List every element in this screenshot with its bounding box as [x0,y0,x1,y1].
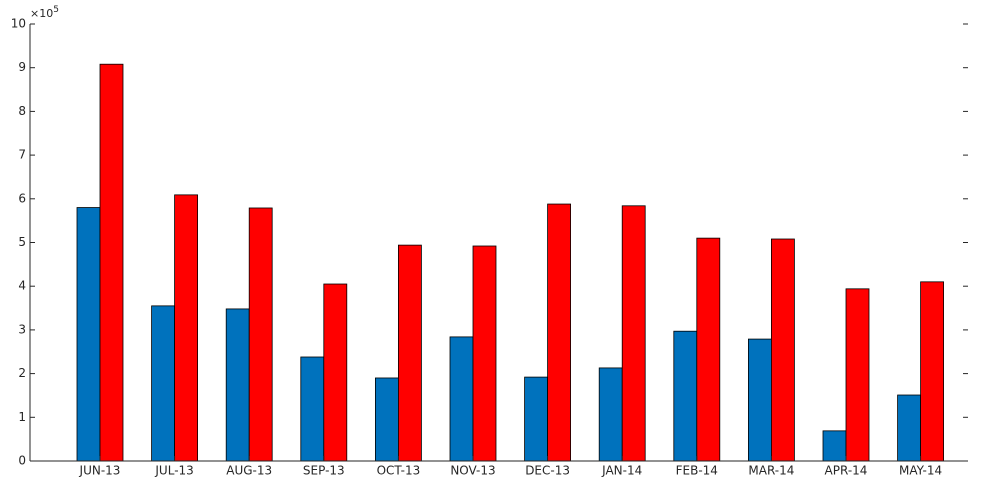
bar [323,283,348,462]
y-tick-label: 4 [18,279,26,293]
x-tick-label: AUG-13 [226,464,272,478]
multiplier-exponent: 5 [53,5,59,15]
y-tick-label: 10 [11,17,26,31]
bar [771,238,795,462]
bar [472,245,497,462]
bar [225,308,250,462]
multiplier-base: ×10 [30,7,53,20]
y-tick-label: 1 [18,410,26,424]
y-multiplier: ×105 [30,5,59,21]
y-tick-label: 8 [18,104,26,118]
bar [174,194,199,462]
y-tick-label: 7 [18,148,26,162]
x-tick-label: MAY-14 [899,464,942,478]
x-tick-label: OCT-13 [377,464,421,478]
y-tick-label: 2 [18,366,26,380]
x-tick-label: NOV-13 [450,464,495,478]
bar [547,203,571,462]
y-tick-label: 6 [18,191,26,205]
bar [99,63,124,462]
bar [248,207,273,462]
x-tick-label: JAN-14 [601,464,642,478]
bar [300,356,325,462]
y-tick-label: 3 [18,322,26,336]
y-tick-label: 0 [18,454,26,468]
x-tick-label: DEC-13 [525,464,570,478]
bar [151,305,176,462]
bar [524,376,548,462]
bar [748,338,772,462]
bar [397,244,422,462]
x-tick-label: JUN-13 [79,464,121,478]
bar [673,330,698,462]
x-tick-label: SEP-13 [303,464,345,478]
bar [621,205,646,462]
bar [76,207,101,462]
bar [822,430,847,462]
y-tick-label: 5 [18,235,26,249]
bar [845,288,870,462]
x-tick-label: FEB-14 [676,464,718,478]
bar [449,336,474,462]
x-tick-label: JUL-13 [154,464,193,478]
bar [920,281,944,462]
x-tick-label: MAR-14 [748,464,794,478]
bar [374,377,399,462]
bar [598,367,623,462]
y-tick-label: 9 [18,60,26,74]
bar [897,394,921,462]
bar [696,237,721,462]
x-tick-label: APR-14 [825,464,868,478]
